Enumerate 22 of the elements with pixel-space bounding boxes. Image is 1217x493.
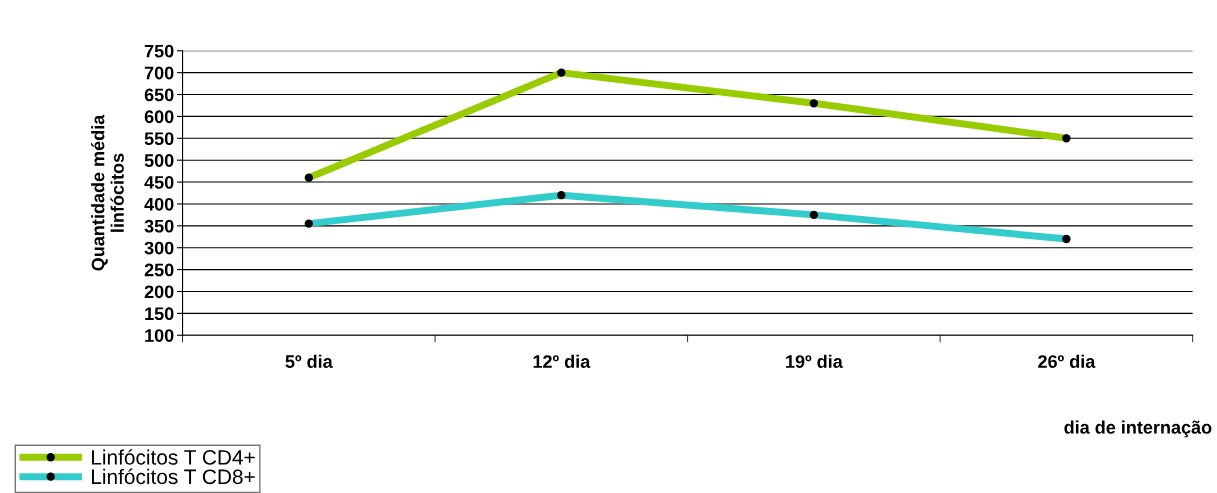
y-tick-label: 400 bbox=[144, 197, 174, 211]
y-tick-label: 500 bbox=[144, 154, 174, 167]
y-tick-label: 150 bbox=[145, 307, 174, 321]
y-tick-label: 200 bbox=[144, 285, 174, 299]
x-tick-label: 19º dia bbox=[786, 354, 843, 368]
y-tick-label: 300 bbox=[144, 241, 174, 255]
x-axis-title: dia de internação bbox=[1064, 420, 1212, 438]
y-tick-label: 350 bbox=[144, 219, 174, 233]
y-tick-label: 250 bbox=[144, 263, 174, 277]
y-tick-label: 100 bbox=[145, 329, 174, 342]
x-tick-label: 12º dia bbox=[533, 354, 591, 368]
x-tick-label: 5º dia bbox=[285, 354, 333, 368]
y-tick-label: 750 bbox=[144, 44, 174, 58]
legend-label: Linfócitos T CD4+ bbox=[91, 449, 255, 465]
y-tick-label: 600 bbox=[144, 110, 174, 124]
y-tick-label: 700 bbox=[144, 66, 174, 80]
y-tick-label: 450 bbox=[144, 176, 174, 189]
y-axis-title: Quantidade média linfócitos bbox=[90, 114, 124, 271]
legend-label: Linfócitos T CD8+ bbox=[91, 468, 255, 485]
x-tick-label: 26º dia bbox=[1038, 354, 1096, 368]
y-tick-label: 650 bbox=[144, 88, 174, 102]
y-tick-label: 550 bbox=[144, 132, 174, 146]
